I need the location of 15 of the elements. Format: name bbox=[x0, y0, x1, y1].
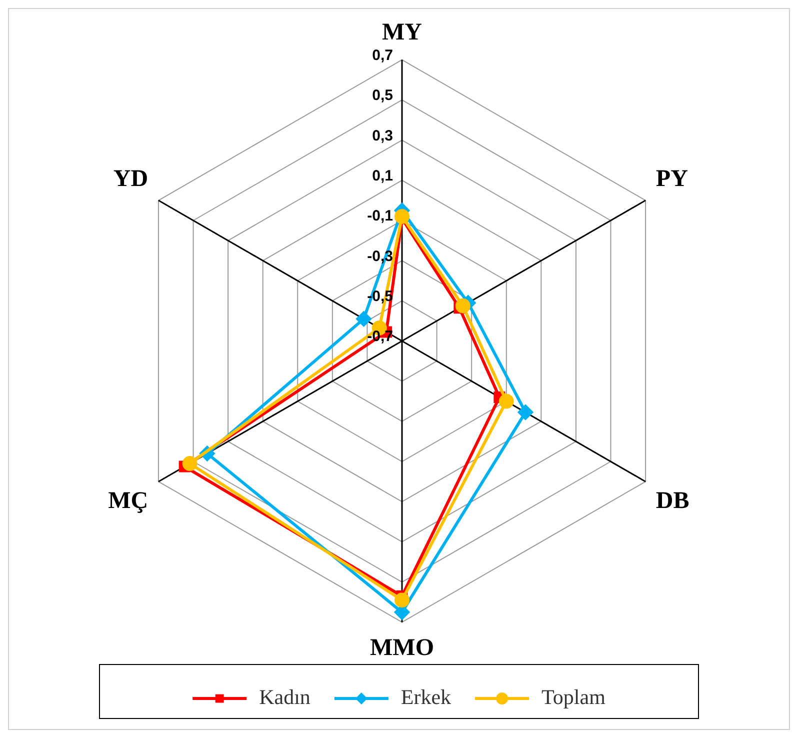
legend-label: Erkek bbox=[400, 685, 452, 710]
spoke-label: MMO bbox=[370, 634, 434, 661]
spoke-label: PY bbox=[656, 166, 688, 192]
y-tick-label: 0,7 bbox=[372, 46, 393, 64]
legend-label: Kadın bbox=[259, 685, 311, 710]
spoke-label: DB bbox=[656, 488, 690, 514]
spoke-label: MÇ bbox=[108, 488, 148, 514]
y-tick-label: 0,1 bbox=[372, 167, 393, 184]
legend-label: Toplam bbox=[542, 685, 606, 710]
y-tick-label: 0,5 bbox=[372, 87, 393, 104]
y-tick-label: 0,3 bbox=[372, 127, 393, 144]
y-tick-label: -0,1 bbox=[367, 208, 393, 225]
spoke-label: YD bbox=[113, 166, 148, 192]
y-tick-label: -0,7 bbox=[367, 328, 393, 346]
spoke-label: MY bbox=[382, 20, 422, 46]
